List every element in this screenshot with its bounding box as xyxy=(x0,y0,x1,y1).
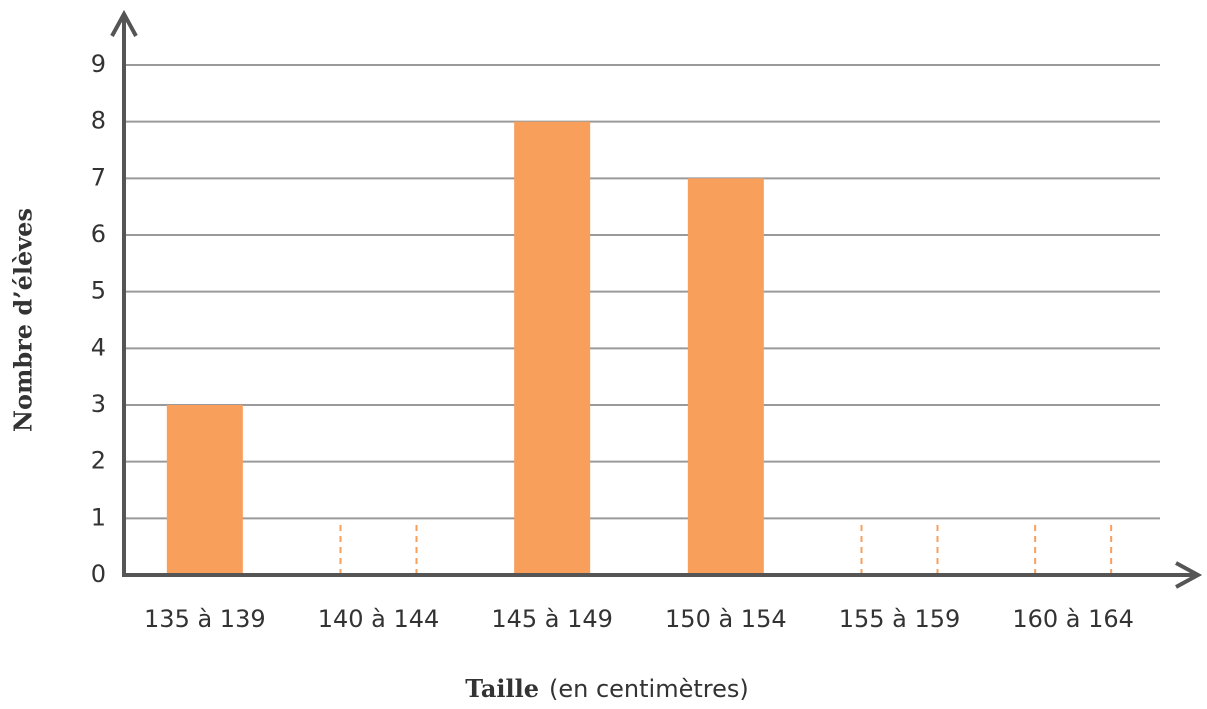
bar xyxy=(687,178,764,576)
y-tick-label: 7 xyxy=(91,163,106,191)
y-tick-label: 9 xyxy=(91,50,106,78)
x-axis xyxy=(122,561,1203,589)
x-tick-label: 150 à 154 xyxy=(665,605,787,633)
y-tick-label: 6 xyxy=(91,220,106,248)
y-axis-label: Nombre d’élèves xyxy=(9,208,38,432)
y-tick-label: 0 xyxy=(91,560,106,588)
y-tick-label: 4 xyxy=(91,333,106,361)
x-axis-label: Taille (en centimètres) xyxy=(465,674,748,704)
x-tick-label: 145 à 149 xyxy=(491,605,613,633)
bar xyxy=(166,405,243,575)
y-axis xyxy=(110,9,138,577)
x-axis-label-main: Taille xyxy=(465,674,539,703)
x-tick-label: 155 à 159 xyxy=(839,605,961,633)
bar xyxy=(514,121,591,576)
x-tick-label: 135 à 139 xyxy=(144,605,266,633)
y-tick-label: 2 xyxy=(91,447,106,475)
y-tick-label: 3 xyxy=(91,390,106,418)
x-tick-label: 140 à 144 xyxy=(318,605,440,633)
x-axis-label-unit: (en centimètres) xyxy=(549,675,749,703)
y-tick-label: 8 xyxy=(91,107,106,135)
y-tick-label: 1 xyxy=(91,503,106,531)
x-tick-label: 160 à 164 xyxy=(1012,605,1134,633)
y-tick-label: 5 xyxy=(91,277,106,305)
